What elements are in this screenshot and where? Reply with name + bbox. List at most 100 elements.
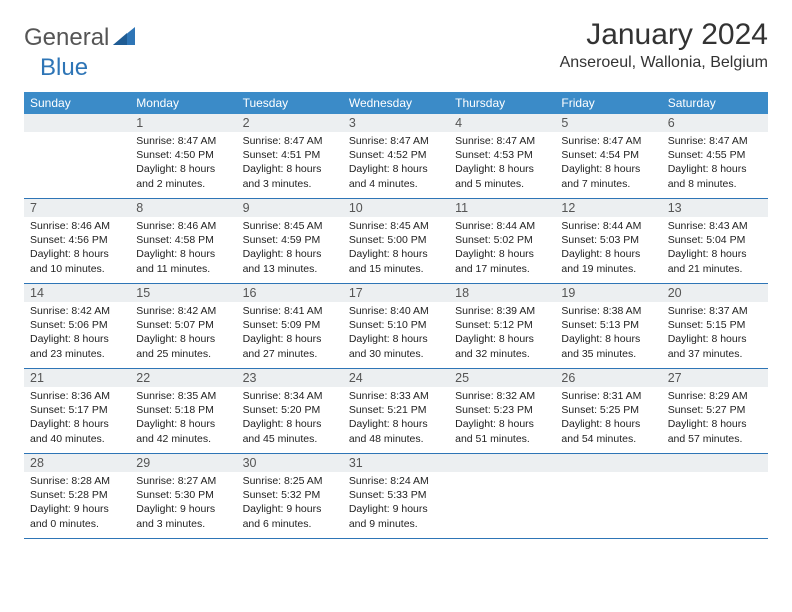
day-body: Sunrise: 8:44 AMSunset: 5:02 PMDaylight:… (449, 217, 555, 280)
day-body: Sunrise: 8:47 AMSunset: 4:51 PMDaylight:… (237, 132, 343, 195)
sunrise-text: Sunrise: 8:43 AM (668, 219, 762, 233)
sunset-text: Sunset: 4:58 PM (136, 233, 230, 247)
sunset-text: Sunset: 4:55 PM (668, 148, 762, 162)
day-body (24, 132, 130, 138)
day-number: 30 (237, 454, 343, 472)
day-cell: 10Sunrise: 8:45 AMSunset: 5:00 PMDayligh… (343, 199, 449, 283)
dayhead-thu: Thursday (449, 92, 555, 114)
day-cell: 30Sunrise: 8:25 AMSunset: 5:32 PMDayligh… (237, 454, 343, 538)
day-cell: 14Sunrise: 8:42 AMSunset: 5:06 PMDayligh… (24, 284, 130, 368)
day-number: 2 (237, 114, 343, 132)
day-header-row: Sunday Monday Tuesday Wednesday Thursday… (24, 92, 768, 114)
day-number: 20 (662, 284, 768, 302)
sunset-text: Sunset: 5:27 PM (668, 403, 762, 417)
daylight-text: Daylight: 8 hours and 51 minutes. (455, 417, 549, 445)
sunset-text: Sunset: 5:17 PM (30, 403, 124, 417)
day-cell: 24Sunrise: 8:33 AMSunset: 5:21 PMDayligh… (343, 369, 449, 453)
day-cell (662, 454, 768, 538)
logo-text-main: General (24, 24, 109, 52)
dayhead-sun: Sunday (24, 92, 130, 114)
daylight-text: Daylight: 8 hours and 57 minutes. (668, 417, 762, 445)
sunset-text: Sunset: 5:25 PM (561, 403, 655, 417)
daylight-text: Daylight: 8 hours and 10 minutes. (30, 247, 124, 275)
daylight-text: Daylight: 8 hours and 19 minutes. (561, 247, 655, 275)
sunrise-text: Sunrise: 8:46 AM (136, 219, 230, 233)
day-body: Sunrise: 8:40 AMSunset: 5:10 PMDaylight:… (343, 302, 449, 365)
day-cell: 18Sunrise: 8:39 AMSunset: 5:12 PMDayligh… (449, 284, 555, 368)
sunset-text: Sunset: 4:56 PM (30, 233, 124, 247)
day-number: 31 (343, 454, 449, 472)
daylight-text: Daylight: 9 hours and 9 minutes. (349, 502, 443, 530)
weeks-container: 1Sunrise: 8:47 AMSunset: 4:50 PMDaylight… (24, 114, 768, 539)
day-cell: 7Sunrise: 8:46 AMSunset: 4:56 PMDaylight… (24, 199, 130, 283)
month-title: January 2024 (560, 18, 768, 52)
sunset-text: Sunset: 5:15 PM (668, 318, 762, 332)
day-cell: 3Sunrise: 8:47 AMSunset: 4:52 PMDaylight… (343, 114, 449, 198)
day-cell: 15Sunrise: 8:42 AMSunset: 5:07 PMDayligh… (130, 284, 236, 368)
dayhead-tue: Tuesday (237, 92, 343, 114)
sunset-text: Sunset: 5:12 PM (455, 318, 549, 332)
day-number: 24 (343, 369, 449, 387)
day-body: Sunrise: 8:46 AMSunset: 4:56 PMDaylight:… (24, 217, 130, 280)
day-body: Sunrise: 8:25 AMSunset: 5:32 PMDaylight:… (237, 472, 343, 535)
sunset-text: Sunset: 5:06 PM (30, 318, 124, 332)
day-cell: 28Sunrise: 8:28 AMSunset: 5:28 PMDayligh… (24, 454, 130, 538)
sunrise-text: Sunrise: 8:37 AM (668, 304, 762, 318)
daylight-text: Daylight: 8 hours and 27 minutes. (243, 332, 337, 360)
sunset-text: Sunset: 5:13 PM (561, 318, 655, 332)
day-body: Sunrise: 8:28 AMSunset: 5:28 PMDaylight:… (24, 472, 130, 535)
day-body: Sunrise: 8:47 AMSunset: 4:52 PMDaylight:… (343, 132, 449, 195)
day-cell: 21Sunrise: 8:36 AMSunset: 5:17 PMDayligh… (24, 369, 130, 453)
day-cell: 2Sunrise: 8:47 AMSunset: 4:51 PMDaylight… (237, 114, 343, 198)
sunset-text: Sunset: 5:07 PM (136, 318, 230, 332)
daylight-text: Daylight: 8 hours and 48 minutes. (349, 417, 443, 445)
sunrise-text: Sunrise: 8:34 AM (243, 389, 337, 403)
day-number: 18 (449, 284, 555, 302)
sunset-text: Sunset: 5:33 PM (349, 488, 443, 502)
day-cell (555, 454, 661, 538)
daylight-text: Daylight: 8 hours and 45 minutes. (243, 417, 337, 445)
day-body: Sunrise: 8:31 AMSunset: 5:25 PMDaylight:… (555, 387, 661, 450)
day-number (24, 114, 130, 132)
sunrise-text: Sunrise: 8:47 AM (455, 134, 549, 148)
day-body: Sunrise: 8:42 AMSunset: 5:06 PMDaylight:… (24, 302, 130, 365)
day-cell: 17Sunrise: 8:40 AMSunset: 5:10 PMDayligh… (343, 284, 449, 368)
daylight-text: Daylight: 8 hours and 11 minutes. (136, 247, 230, 275)
dayhead-mon: Monday (130, 92, 236, 114)
day-body (662, 472, 768, 478)
sunset-text: Sunset: 4:59 PM (243, 233, 337, 247)
day-body: Sunrise: 8:35 AMSunset: 5:18 PMDaylight:… (130, 387, 236, 450)
day-number: 19 (555, 284, 661, 302)
daylight-text: Daylight: 8 hours and 25 minutes. (136, 332, 230, 360)
daylight-text: Daylight: 8 hours and 54 minutes. (561, 417, 655, 445)
sunset-text: Sunset: 4:51 PM (243, 148, 337, 162)
sunrise-text: Sunrise: 8:44 AM (455, 219, 549, 233)
day-number: 17 (343, 284, 449, 302)
week-row: 7Sunrise: 8:46 AMSunset: 4:56 PMDaylight… (24, 199, 768, 284)
day-number: 5 (555, 114, 661, 132)
day-body (555, 472, 661, 478)
day-number: 16 (237, 284, 343, 302)
day-body: Sunrise: 8:43 AMSunset: 5:04 PMDaylight:… (662, 217, 768, 280)
sunrise-text: Sunrise: 8:24 AM (349, 474, 443, 488)
day-number: 26 (555, 369, 661, 387)
day-number (662, 454, 768, 472)
day-number: 4 (449, 114, 555, 132)
sunset-text: Sunset: 4:54 PM (561, 148, 655, 162)
dayhead-sat: Saturday (662, 92, 768, 114)
sunset-text: Sunset: 5:04 PM (668, 233, 762, 247)
sunrise-text: Sunrise: 8:28 AM (30, 474, 124, 488)
day-number: 14 (24, 284, 130, 302)
day-cell: 31 Sunrise: 8:24 AMSunset: 5:33 PMDayligh… (343, 454, 449, 538)
location: Anseroeul, Wallonia, Belgium (560, 54, 768, 72)
daylight-text: Daylight: 8 hours and 40 minutes. (30, 417, 124, 445)
day-body: Sunrise: 8:29 AMSunset: 5:27 PMDaylight:… (662, 387, 768, 450)
sunset-text: Sunset: 5:20 PM (243, 403, 337, 417)
sunrise-text: Sunrise: 8:32 AM (455, 389, 549, 403)
day-body: Sunrise: 8:44 AMSunset: 5:03 PMDaylight:… (555, 217, 661, 280)
dayhead-wed: Wednesday (343, 92, 449, 114)
day-cell: 6Sunrise: 8:47 AMSunset: 4:55 PMDaylight… (662, 114, 768, 198)
day-number: 6 (662, 114, 768, 132)
sunset-text: Sunset: 5:09 PM (243, 318, 337, 332)
sunrise-text: Sunrise: 8:33 AM (349, 389, 443, 403)
